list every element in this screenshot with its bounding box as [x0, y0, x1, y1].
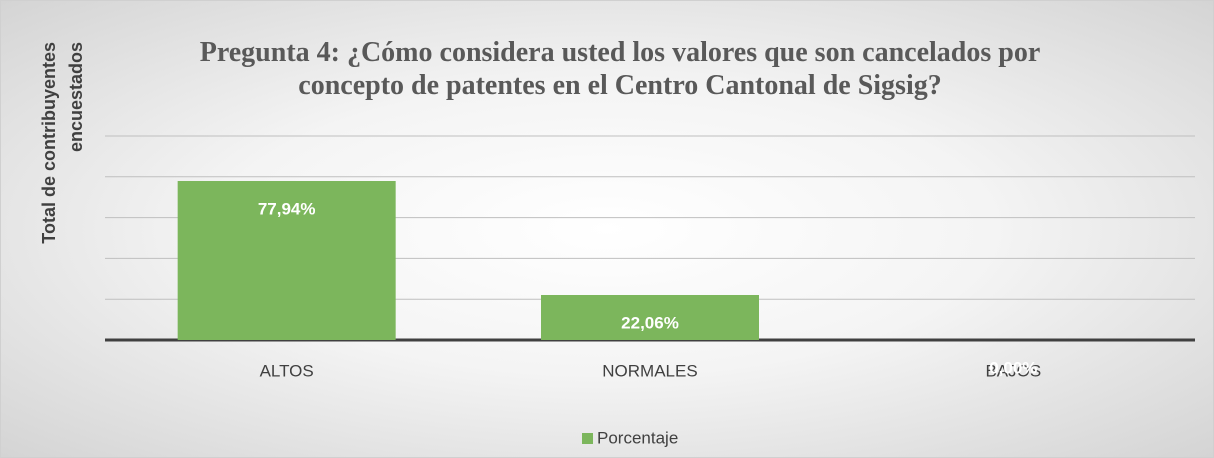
x-tick-label: NORMALES — [602, 361, 697, 380]
x-tick-label: BAJOS — [985, 361, 1041, 380]
chart-title: Pregunta 4: ¿Cómo considera usted los va… — [199, 37, 1041, 101]
legend-swatch — [582, 433, 593, 444]
data-label: 0,00% — [989, 358, 1037, 377]
data-label: 77,94% — [258, 199, 316, 218]
bar — [541, 294, 759, 340]
data-label: 22,06% — [621, 313, 679, 332]
bar — [177, 181, 396, 340]
legend-label: Porcentaje — [597, 428, 678, 447]
x-tick-label: ALTOS — [260, 361, 314, 380]
